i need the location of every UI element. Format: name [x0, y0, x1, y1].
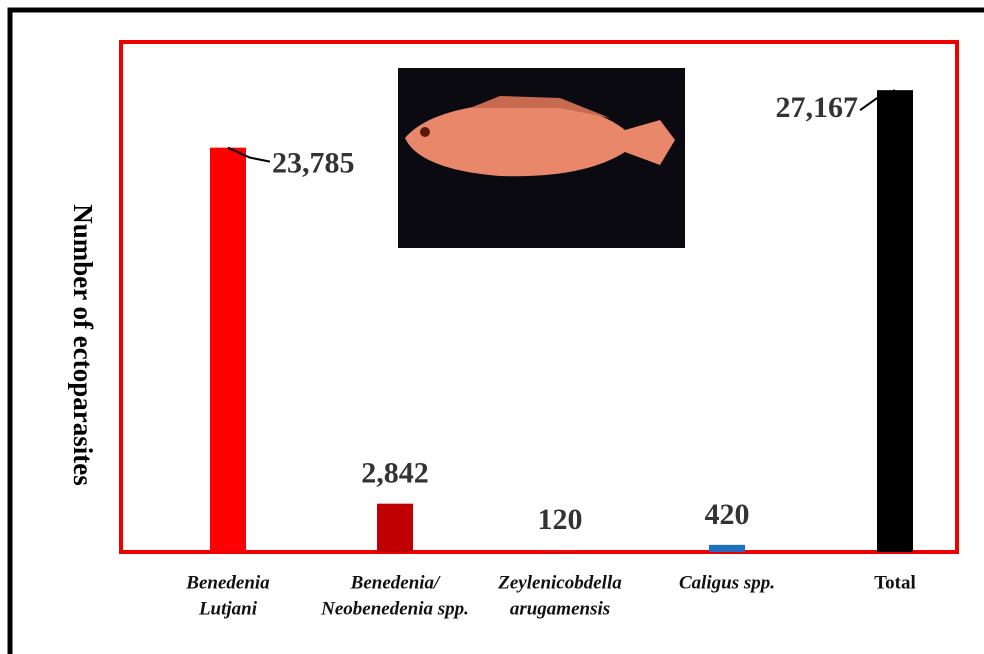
x-tick-label: Total: [874, 572, 916, 593]
y-axis-label: Number of ectoparasites: [68, 204, 98, 485]
value-label: 2,842: [361, 457, 429, 490]
value-label: 27,167: [776, 91, 859, 124]
value-label: 120: [538, 503, 583, 536]
fish-photo: [398, 68, 685, 248]
value-label: 420: [705, 498, 750, 531]
value-label: 23,785: [272, 147, 355, 180]
x-tick-label: Benedenia/: [350, 572, 441, 593]
bar: [542, 550, 578, 552]
bar: [709, 545, 745, 552]
x-tick-label: Lutjani: [198, 598, 258, 619]
x-tick-label: Caligus spp.: [679, 572, 775, 593]
chart: Number of ectoparasites 23,785 Benedenia L…: [0, 0, 984, 654]
x-tick-label: Benedenia: [185, 572, 270, 593]
x-tick-label: arugamensis: [510, 598, 610, 619]
x-tick-label: Neobenedenia spp.: [320, 598, 469, 619]
bar: [377, 504, 413, 552]
bar: [210, 148, 246, 552]
x-tick-label: Zeylenicobdella: [497, 572, 622, 593]
bar: [877, 90, 913, 552]
